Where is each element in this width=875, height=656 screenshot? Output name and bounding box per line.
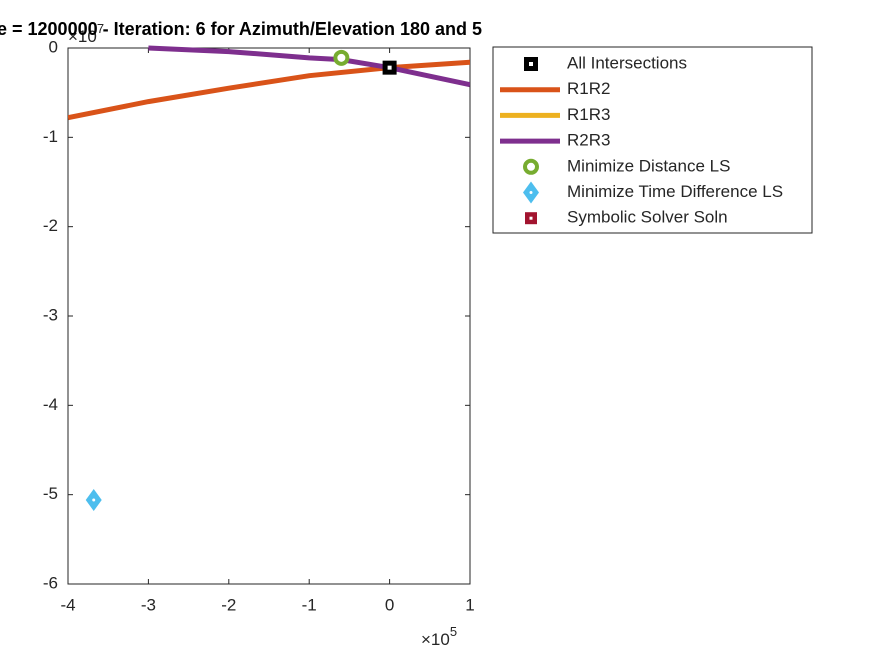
x-tick-label: 0	[385, 595, 394, 614]
line	[148, 45, 470, 88]
legend-label: R1R2	[567, 79, 610, 98]
y-tick-label: 0	[49, 37, 58, 56]
legend-label: Symbolic Solver Soln	[567, 208, 728, 227]
legend-label: Minimize Time Difference LS	[567, 182, 783, 201]
marker-dot	[529, 62, 533, 66]
marker-dot	[387, 65, 392, 70]
x-tick-label: 1	[465, 595, 474, 614]
marker	[523, 158, 539, 175]
legend-label: R1R3	[567, 105, 610, 124]
legend-label: R2R3	[567, 131, 610, 150]
legend	[492, 46, 813, 234]
y-tick-label: -1	[43, 127, 58, 146]
x-tick-label: -3	[141, 595, 156, 614]
y-exponent: ×107	[68, 21, 104, 46]
marker	[333, 49, 350, 66]
x-tick-label: -2	[221, 595, 236, 614]
x-exponent: ×105	[421, 624, 457, 649]
y-tick-label: -6	[43, 573, 58, 592]
plot-area	[67, 47, 471, 585]
y-tick-label: -3	[43, 305, 58, 324]
legend-label: Minimize Distance LS	[567, 156, 730, 175]
y-tick-label: -4	[43, 395, 58, 414]
x-tick-label: -1	[302, 595, 317, 614]
y-tick-label: -5	[43, 484, 58, 503]
marker-dot	[529, 191, 533, 194]
marker-dot	[529, 216, 533, 220]
x-tick-label: -4	[60, 595, 75, 614]
legend-label: All Intersections	[567, 53, 687, 72]
line	[68, 59, 470, 121]
y-tick-label: -2	[43, 216, 58, 235]
chart-title: e = 1200000 - Iteration: 6 for Azimuth/E…	[0, 19, 482, 39]
marker-dot	[92, 498, 96, 502]
